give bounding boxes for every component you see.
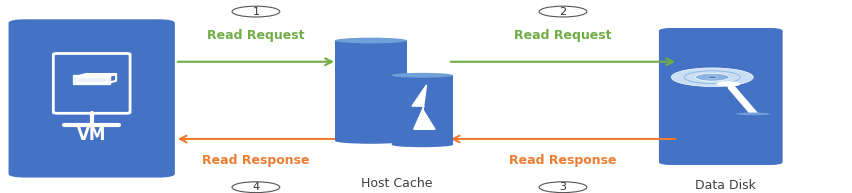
FancyBboxPatch shape xyxy=(9,19,175,178)
Circle shape xyxy=(706,76,717,78)
Text: Host Cache: Host Cache xyxy=(360,177,432,190)
Text: Read Response: Read Response xyxy=(509,154,616,167)
Text: Read Request: Read Request xyxy=(514,30,611,42)
Text: Read Response: Read Response xyxy=(202,154,309,167)
Circle shape xyxy=(716,81,740,87)
Polygon shape xyxy=(72,75,111,84)
FancyBboxPatch shape xyxy=(53,53,130,113)
Ellipse shape xyxy=(735,143,769,146)
FancyBboxPatch shape xyxy=(658,28,781,165)
Polygon shape xyxy=(334,41,407,141)
Circle shape xyxy=(694,73,728,81)
Circle shape xyxy=(671,68,752,86)
Ellipse shape xyxy=(735,113,769,115)
Polygon shape xyxy=(412,85,435,129)
Ellipse shape xyxy=(391,142,452,147)
Ellipse shape xyxy=(391,73,452,78)
Text: 2: 2 xyxy=(559,7,566,17)
Text: Read Request: Read Request xyxy=(207,30,304,42)
Text: 3: 3 xyxy=(559,182,566,192)
Polygon shape xyxy=(391,75,452,145)
Text: VM: VM xyxy=(77,126,106,144)
Text: 4: 4 xyxy=(252,182,259,192)
Ellipse shape xyxy=(334,138,407,144)
Polygon shape xyxy=(735,114,769,145)
Text: Data Disk
P30: Data Disk P30 xyxy=(694,179,755,193)
Text: 1: 1 xyxy=(252,7,259,17)
Ellipse shape xyxy=(334,38,407,43)
